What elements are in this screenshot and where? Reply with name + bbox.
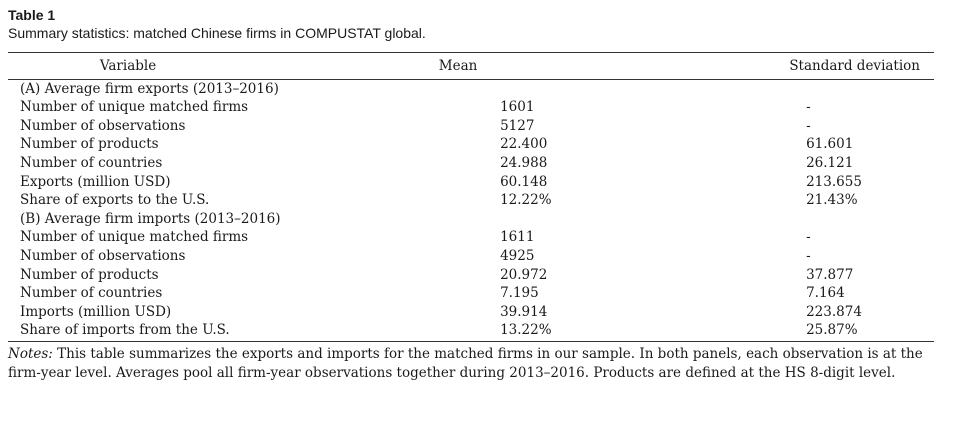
row-variable: Number of unique matched firms (20, 99, 249, 116)
row-sd: 21.43% (806, 192, 858, 209)
row-mean: 5127 (500, 117, 535, 134)
row-sd: - (806, 117, 811, 134)
row-variable: Number of countries (20, 154, 163, 171)
table-caption: Summary statistics: matched Chinese firm… (8, 25, 426, 41)
table-row: Number of countries 7.195 7.164 (8, 284, 934, 303)
table-row: Imports (million USD) 39.914 223.874 (8, 303, 934, 322)
row-variable: Number of countries (20, 285, 163, 302)
table-row: Number of observations 4925 - (8, 247, 934, 266)
row-mean: 1601 (500, 99, 535, 116)
row-sd: 37.877 (806, 266, 854, 283)
row-variable: Exports (million USD) (20, 173, 171, 190)
row-sd: 26.121 (806, 154, 854, 171)
header-standard-deviation: Standard deviation (668, 52, 934, 80)
notes-label: Notes: (8, 345, 53, 362)
panel-b-heading-row: (B) Average firm imports (2013–2016) (8, 210, 934, 229)
row-mean: 1611 (500, 229, 535, 246)
table-header-row: Variable Mean Standard deviation (8, 52, 934, 80)
row-variable: Number of unique matched firms (20, 229, 249, 246)
row-variable: Imports (million USD) (20, 303, 172, 320)
notes-text: This table summarizes the exports and im… (8, 345, 923, 381)
row-mean: 60.148 (500, 173, 548, 190)
row-sd: 61.601 (806, 136, 854, 153)
row-sd: - (806, 99, 811, 116)
table-row: Number of countries 24.988 26.121 (8, 154, 934, 173)
panel-a-heading-row: (A) Average firm exports (2013–2016) (8, 79, 934, 98)
table-row: Share of exports to the U.S. 12.22% 21.4… (8, 191, 934, 210)
row-variable: Share of exports to the U.S. (20, 192, 210, 209)
header-variable: Variable (8, 52, 249, 80)
table-row: Number of observations 5127 - (8, 117, 934, 136)
row-mean: 20.972 (500, 266, 548, 283)
summary-statistics-table: Variable Mean Standard deviation (A) Ave… (8, 52, 934, 342)
panel-b-heading: (B) Average firm imports (2013–2016) (20, 210, 281, 227)
row-sd: 25.87% (668, 321, 934, 342)
table-row: Number of unique matched firms 1601 - (8, 98, 934, 117)
row-variable: Number of products (20, 266, 159, 283)
row-variable: Number of observations (20, 117, 186, 134)
row-variable: Number of observations (20, 247, 186, 264)
table-row: Number of products 20.972 37.877 (8, 266, 934, 285)
row-mean: 7.195 (500, 285, 539, 302)
table-label: Table 1 (8, 7, 56, 23)
table-notes: Notes: This table summarizes the exports… (8, 345, 943, 383)
table-container: Table 1 Summary statistics: matched Chin… (8, 6, 936, 383)
row-sd: 213.655 (806, 173, 862, 190)
header-mean: Mean (248, 52, 669, 80)
panel-a-heading: (A) Average firm exports (2013–2016) (20, 80, 279, 97)
table-row: Exports (million USD) 60.148 213.655 (8, 173, 934, 192)
row-mean: 4925 (500, 247, 535, 264)
row-mean: 39.914 (500, 303, 548, 320)
table-row: Number of unique matched firms 1611 - (8, 228, 934, 247)
row-variable: Share of imports from the U.S. (8, 321, 249, 342)
row-sd: 7.164 (806, 285, 845, 302)
row-sd: - (806, 229, 811, 246)
row-sd: - (806, 247, 811, 264)
row-mean: 13.22% (248, 321, 669, 342)
row-mean: 24.988 (500, 154, 548, 171)
table-row: Share of imports from the U.S. 13.22% 25… (8, 321, 934, 342)
row-mean: 22.400 (500, 136, 548, 153)
row-mean: 12.22% (500, 192, 552, 209)
table-row: Number of products 22.400 61.601 (8, 135, 934, 154)
row-variable: Number of products (20, 136, 159, 153)
row-sd: 223.874 (806, 303, 862, 320)
